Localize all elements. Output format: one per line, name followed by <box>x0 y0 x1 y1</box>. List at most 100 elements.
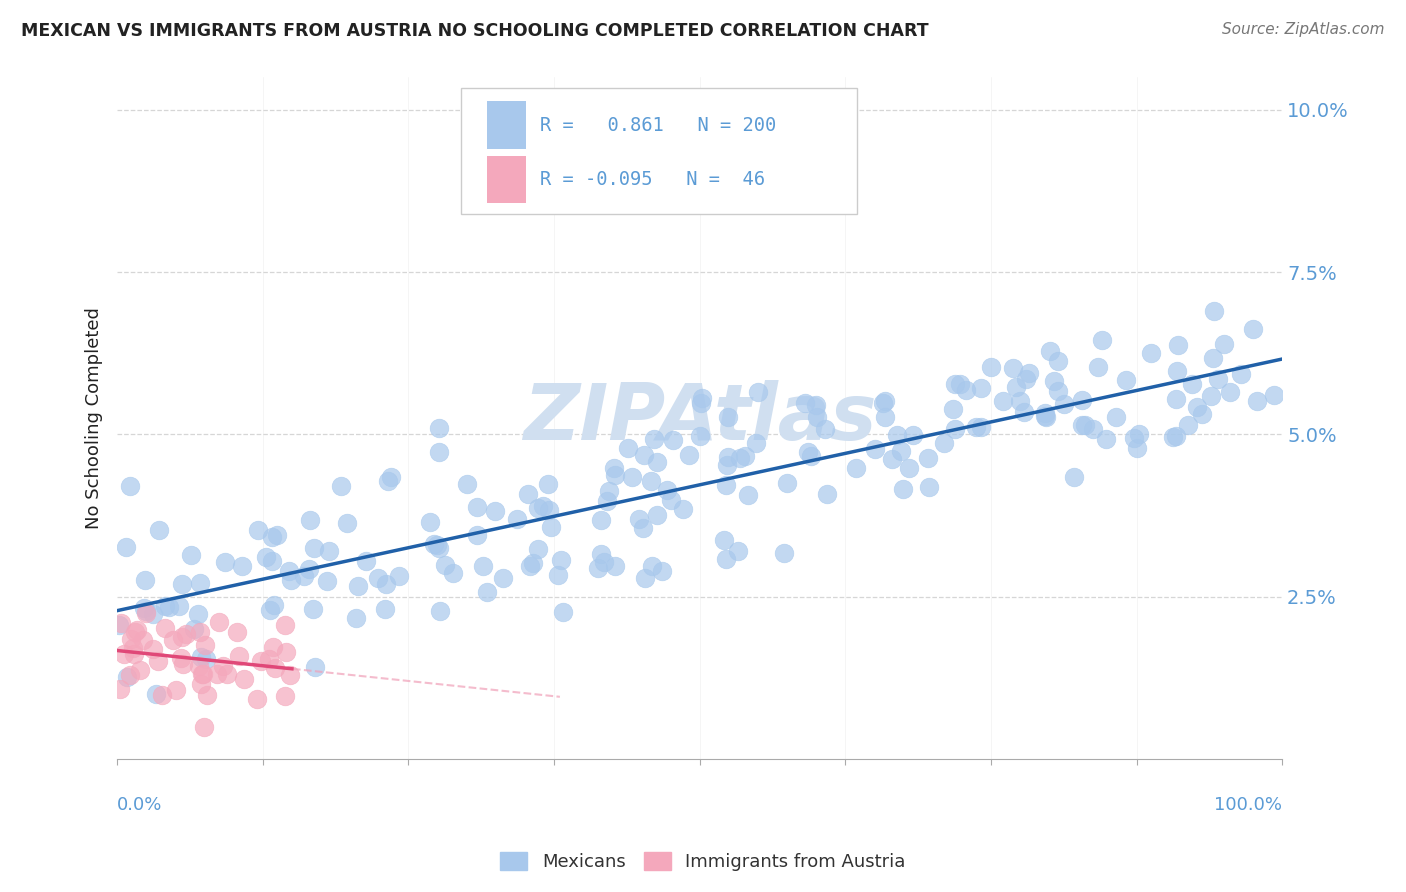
Point <box>150 688 173 702</box>
Point <box>901 428 924 442</box>
Point <box>1263 387 1285 401</box>
Point <box>1185 400 1208 414</box>
Point <box>1053 397 1076 411</box>
Point <box>672 502 695 516</box>
Point <box>800 449 823 463</box>
Point <box>344 611 367 625</box>
Point <box>603 460 626 475</box>
Point <box>263 598 285 612</box>
Point <box>1219 385 1241 400</box>
Point <box>380 469 402 483</box>
Point <box>949 377 972 392</box>
Point <box>873 394 896 409</box>
Point <box>589 513 612 527</box>
Point <box>1063 470 1085 484</box>
Point <box>965 420 987 434</box>
Point <box>1104 410 1126 425</box>
Point <box>266 527 288 541</box>
Point <box>1128 427 1150 442</box>
Point <box>1166 392 1188 407</box>
Point <box>434 558 457 573</box>
Point <box>304 660 326 674</box>
Point <box>897 460 920 475</box>
Point <box>517 487 540 501</box>
Point <box>773 546 796 560</box>
Point <box>537 503 560 517</box>
Point <box>651 564 673 578</box>
Point <box>540 520 562 534</box>
Point <box>302 541 325 555</box>
Point <box>194 638 217 652</box>
Point <box>246 692 269 706</box>
Point <box>484 504 506 518</box>
Point <box>1008 394 1031 409</box>
Point <box>115 670 138 684</box>
Point <box>249 655 271 669</box>
Point <box>593 555 616 569</box>
Point <box>187 659 209 673</box>
Point <box>1047 353 1070 368</box>
Point <box>1071 417 1094 432</box>
Point <box>661 492 683 507</box>
Point <box>737 487 759 501</box>
Point <box>167 599 190 614</box>
Point <box>690 396 713 410</box>
Point <box>730 450 752 465</box>
Point <box>190 650 212 665</box>
Point <box>717 450 740 464</box>
Point <box>1012 404 1035 418</box>
Point <box>228 648 250 663</box>
Point <box>429 604 451 618</box>
Point <box>148 523 170 537</box>
Point <box>110 616 132 631</box>
Point <box>264 661 287 675</box>
Point <box>262 554 284 568</box>
Point <box>441 566 464 580</box>
Point <box>645 508 668 522</box>
Point <box>551 605 574 619</box>
Point <box>217 666 239 681</box>
Point <box>596 494 619 508</box>
Point <box>917 450 939 465</box>
Point <box>145 687 167 701</box>
Point <box>980 360 1002 375</box>
Point <box>689 429 711 443</box>
Point <box>1181 377 1204 392</box>
Point <box>193 720 215 734</box>
Point <box>1047 384 1070 398</box>
Text: ZIPAtlas: ZIPAtlas <box>523 380 876 456</box>
Point <box>815 487 838 501</box>
Point <box>716 458 738 472</box>
Point <box>120 667 142 681</box>
Point <box>1087 359 1109 374</box>
Point <box>588 560 610 574</box>
Point <box>1035 410 1057 425</box>
Point <box>1035 409 1057 423</box>
Point <box>374 576 396 591</box>
Point <box>886 428 908 442</box>
FancyBboxPatch shape <box>486 102 526 149</box>
Point <box>298 513 321 527</box>
Point <box>157 600 180 615</box>
Point <box>257 652 280 666</box>
Point <box>346 579 368 593</box>
Point <box>506 512 529 526</box>
FancyBboxPatch shape <box>486 156 526 203</box>
Point <box>280 573 302 587</box>
Point <box>388 569 411 583</box>
Point <box>1122 431 1144 445</box>
Point <box>1083 422 1105 436</box>
Point <box>429 541 451 555</box>
Text: MEXICAN VS IMMIGRANTS FROM AUSTRIA NO SCHOOLING COMPLETED CORRELATION CHART: MEXICAN VS IMMIGRANTS FROM AUSTRIA NO SC… <box>21 22 929 40</box>
Point <box>776 475 799 490</box>
Point <box>146 654 169 668</box>
Point <box>135 606 157 620</box>
Point <box>918 480 941 494</box>
Point <box>231 559 253 574</box>
Point <box>640 474 662 488</box>
Point <box>603 559 626 574</box>
Point <box>1039 344 1062 359</box>
Point <box>122 647 145 661</box>
Point <box>1206 372 1229 386</box>
Point <box>537 476 560 491</box>
